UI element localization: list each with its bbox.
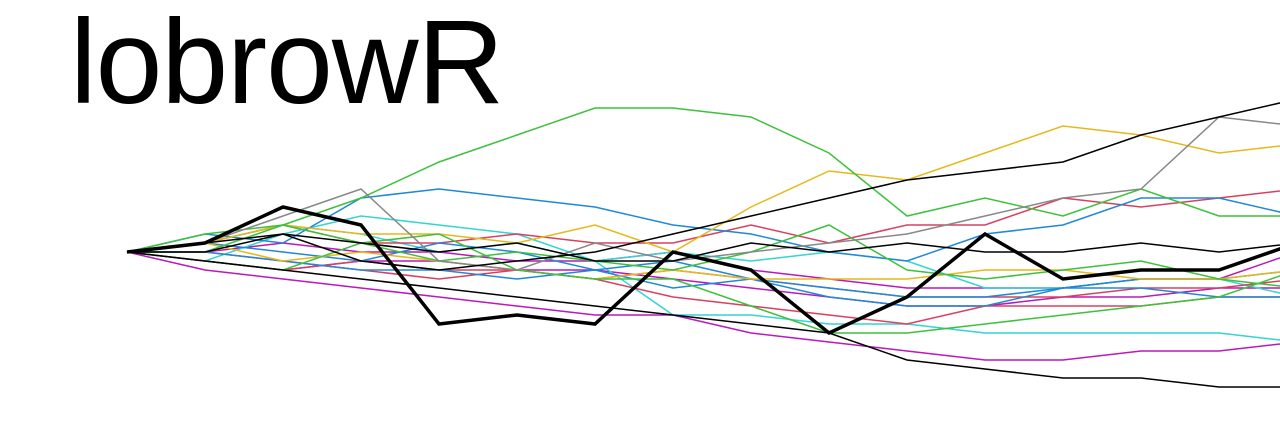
- series-line-5: [126, 116, 1280, 271]
- series-line-2: [126, 233, 1280, 262]
- series-line-6: [126, 107, 1280, 253]
- series-line-17: [126, 215, 1280, 341]
- series-line-1: [126, 205, 1280, 336]
- page-title: lobrowR: [70, 0, 504, 129]
- series-line-14: [126, 190, 1280, 253]
- series-line-4: [127, 102, 1280, 271]
- series-line-10: [126, 242, 1280, 280]
- series-line-3: [126, 251, 1280, 388]
- series-line-19: [126, 251, 1280, 361]
- series-layer: [126, 102, 1280, 388]
- series-line-11: [126, 188, 1280, 262]
- series-line-9: [126, 125, 1280, 253]
